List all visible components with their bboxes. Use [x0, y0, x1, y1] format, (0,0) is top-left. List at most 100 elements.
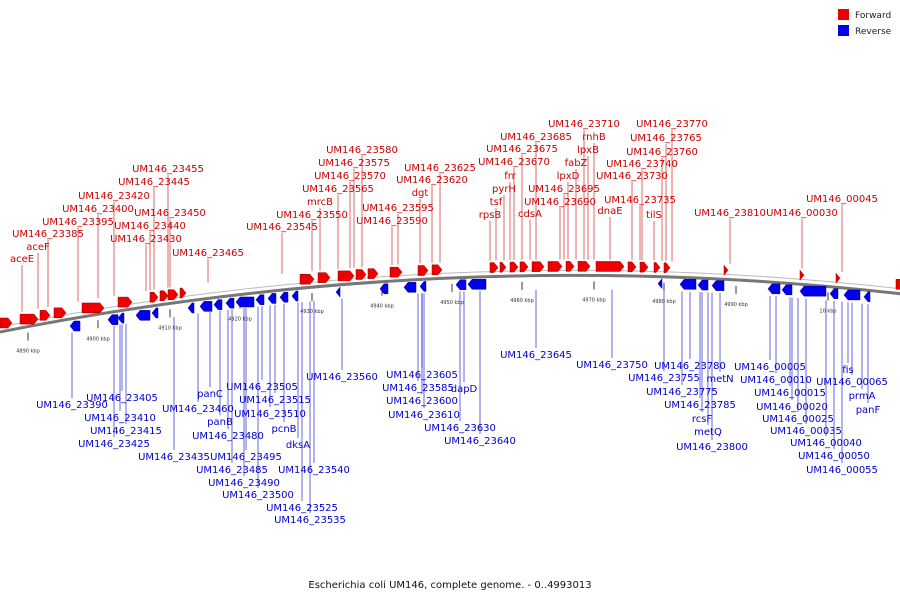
- tick-label: 4930 kbp: [300, 309, 324, 315]
- reverse-gene-label: UM146_23405: [86, 393, 158, 404]
- reverse-gene: [767, 283, 781, 295]
- legend-reverse-swatch: [838, 25, 849, 36]
- forward-gene: [835, 272, 841, 284]
- forward-gene: [489, 262, 499, 273]
- reverse-gene-label: fis: [842, 365, 854, 376]
- forward-gene-label: UM146_23690: [524, 197, 596, 208]
- reverse-gene-label: UM146_23460: [162, 404, 234, 415]
- reverse-gene: [335, 286, 341, 298]
- forward-gene-label: UM146_23400: [62, 204, 134, 215]
- forward-gene-label: rnhB: [582, 132, 606, 143]
- tick-label: 4910 kbp: [158, 325, 182, 331]
- forward-gene-label: dnaE: [597, 206, 622, 217]
- forward-gene-label: UM146_23430: [110, 234, 182, 245]
- forward-gene-label: rpsB: [479, 210, 502, 221]
- forward-gene-label: UM146_23730: [596, 171, 668, 182]
- forward-gene-label: UM146_23595: [362, 203, 434, 214]
- forward-gene: [577, 261, 591, 272]
- reverse-gene: [679, 279, 697, 290]
- reverse-gene-label: metQ: [694, 427, 722, 438]
- forward-gene-label: mrcB: [307, 197, 333, 208]
- forward-gene: [317, 272, 331, 283]
- backbone: [0, 269, 900, 334]
- forward-gene: [179, 287, 187, 299]
- forward-gene-label: UM146_23740: [606, 159, 678, 170]
- forward-gene-label: UM146_00045: [806, 194, 878, 205]
- forward-gene-label: UM146_23465: [172, 248, 244, 259]
- reverse-gene-label: dksA: [286, 440, 310, 451]
- forward-gene-label: UM146_23570: [314, 171, 386, 182]
- forward-gene-label: pyrH: [492, 184, 516, 195]
- forward-gene-label: UM146_23765: [630, 133, 702, 144]
- forward-gene-label: UM146_23710: [548, 119, 620, 130]
- forward-gene-label: UM146_23810: [694, 208, 766, 219]
- reverse-gene: [69, 320, 81, 332]
- forward-gene-label: UM146_23590: [356, 216, 428, 227]
- forward-gene-label: UM146_23575: [318, 158, 390, 169]
- reverse-gene: [829, 288, 839, 299]
- reverse-gene-label: UM146_00055: [806, 465, 878, 476]
- legend-forward-label: Forward: [855, 11, 891, 21]
- tick-label: 4950 kbp: [440, 300, 464, 306]
- tick-label: 10 kbp: [819, 308, 836, 314]
- tick-label: 4900 kbp: [86, 336, 110, 342]
- reverse-gene: [225, 297, 235, 309]
- reverse-gene-label: UM146_23480: [192, 431, 264, 442]
- forward-gene: [0, 317, 13, 329]
- forward-gene-label: aceE: [10, 254, 34, 265]
- forward-gene: [663, 262, 671, 274]
- forward-gene-label: UM146_23760: [626, 147, 698, 158]
- reverse-gene: [135, 310, 151, 321]
- forward-gene-label: UM146_23625: [404, 163, 476, 174]
- tick-label: 4960 kbp: [510, 298, 534, 304]
- reverse-gene-label: UM146_23490: [208, 478, 280, 489]
- forward-gene-label: UM146_23445: [118, 177, 190, 188]
- reverse-gene: [235, 296, 255, 308]
- forward-gene: [723, 264, 729, 276]
- reverse-gene-label: UM146_23525: [266, 503, 338, 514]
- reverse-gene-label: UM146_23600: [386, 396, 458, 407]
- reverse-gene: [267, 293, 277, 304]
- reverse-gene-label: UM146_23410: [84, 413, 156, 424]
- reverse-gene-label: UM146_00005: [734, 362, 806, 373]
- forward-gene-label: tsf: [490, 197, 503, 208]
- forward-gene: [639, 261, 649, 273]
- reverse-gene-label: UM146_23390: [36, 400, 108, 411]
- reverse-gene-label: panB: [207, 417, 233, 428]
- reverse-gene: [711, 280, 725, 291]
- reverse-gene-label: UM146_23415: [90, 426, 162, 437]
- forward-gene-label: UM146_23670: [478, 157, 550, 168]
- reverse-gene-label: UM146_23780: [654, 361, 726, 372]
- tick-label: 4890 kbp: [16, 349, 40, 355]
- reverse-gene-label: UM146_23540: [278, 465, 350, 476]
- forward-gene: [159, 290, 169, 302]
- reverse-gene-label: UM146_23645: [500, 350, 572, 361]
- reverse-gene-label: rcsF: [692, 414, 713, 425]
- forward-gene: [299, 274, 315, 285]
- forward-gene: [417, 265, 429, 276]
- forward-gene: [799, 269, 805, 281]
- reverse-gene-label: UM146_23750: [576, 360, 648, 371]
- reverse-gene-label: prmA: [849, 391, 876, 402]
- reverse-gene-label: UM146_23585: [382, 383, 454, 394]
- reverse-gene-label: UM146_23535: [274, 515, 346, 526]
- reverse-gene-label: UM146_00025: [762, 414, 834, 425]
- reverse-gene-label: UM146_23495: [210, 452, 282, 463]
- forward-gene-label: lpxD: [557, 171, 580, 182]
- forward-gene: [509, 261, 519, 273]
- forward-gene-label: UM146_23580: [326, 145, 398, 156]
- forward-gene-label: UM146_23545: [246, 222, 318, 233]
- legend: Forward Reverse: [838, 9, 892, 37]
- forward-gene-label: aceF: [26, 242, 50, 253]
- forward-gene-label: tilS: [646, 210, 662, 221]
- forward-gene: [547, 261, 563, 272]
- reverse-gene-label: UM146_00065: [816, 377, 888, 388]
- reverse-gene: [187, 302, 195, 314]
- forward-gene: [389, 266, 403, 278]
- forward-gene-label: UM146_23450: [134, 208, 206, 219]
- reverse-gene-label: panC: [197, 389, 223, 400]
- forward-gene: [167, 289, 179, 300]
- forward-gene: [81, 302, 105, 314]
- forward-gene-label: UM146_00030: [766, 208, 838, 219]
- reverse-gene: [455, 279, 467, 291]
